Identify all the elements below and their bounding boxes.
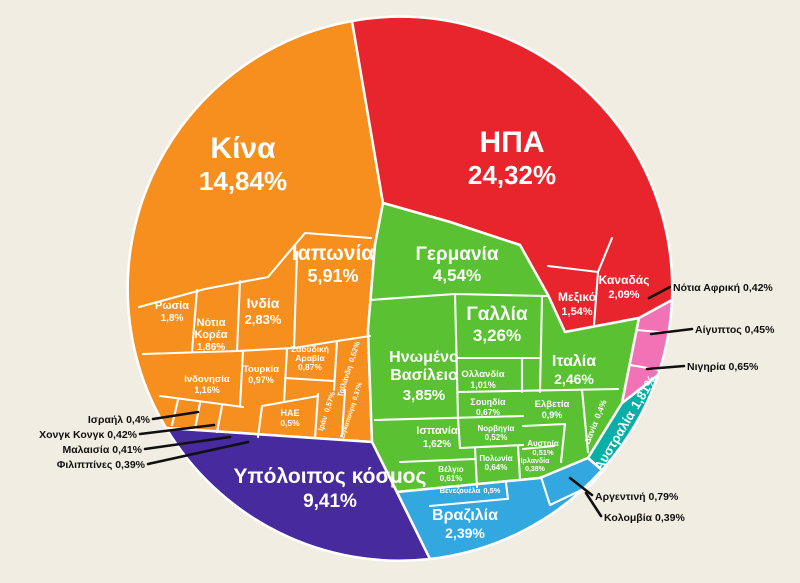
label-uk-value: 3,85% (403, 387, 446, 404)
label-france-name: Γαλλία (466, 304, 528, 325)
label-saudi-name: Σαουδική (291, 344, 329, 354)
label-germany-name: Γερμανία (415, 244, 498, 265)
label-italy-name: Ιταλία (552, 353, 596, 370)
philippines-callout-line (146, 440, 250, 466)
europe-cell-borders (368, 292, 620, 489)
hong-kong-callout-line (138, 423, 216, 436)
south-america-cell-borders (428, 466, 608, 508)
regions (126, 15, 674, 562)
egypt-callout-line (649, 327, 694, 336)
label-netherlands-value: 1,01% (470, 380, 496, 390)
label-belgium-name: Βέλγιο (438, 465, 464, 474)
label-venezuela-value: 0,5% (483, 486, 500, 495)
label-switzerland-name: Ελβετία (535, 399, 570, 410)
callout-egypt: Αίγυπτος 0,45% (695, 324, 775, 336)
callout-malaysia: Μαλαισία 0,41% (62, 444, 142, 456)
callout-israel: Ισραήλ 0,4% (88, 414, 151, 426)
callout-argentina: Αργεντινή 0,79% (595, 491, 679, 503)
label-indonesia-value: 1,16% (194, 385, 220, 395)
asia-cell-borders (137, 231, 373, 440)
region-africa (620, 298, 674, 405)
label-germany-value: 4,54% (433, 266, 481, 285)
label-usa-value: 24,32% (468, 160, 556, 190)
label-spain-name: Ισπανία (416, 425, 458, 437)
argentina-callout-line (568, 476, 594, 497)
callout-hong-kong: Χονγκ Κονγκ 0,42% (39, 429, 138, 441)
label-south-korea-name2: Κορέα (195, 329, 228, 341)
callout-nigeria: Νιγηρία 0,65% (687, 361, 759, 373)
label-sweden-value: 0,67% (476, 407, 501, 417)
label-mexico-value: 1,54% (561, 306, 592, 318)
label-belgium-value: 0,61% (440, 474, 463, 483)
label-netherlands-name: Ολλανδία (461, 369, 504, 380)
label-turkey-value: 0,97% (248, 375, 274, 385)
label-india-name: Ινδία (247, 295, 280, 311)
north-america-cell-borders (546, 236, 614, 327)
label-uk-name: Ηνωμένο (389, 349, 459, 366)
label-poland-name: Πολωνία (479, 454, 512, 463)
label-uae-value: 0,5% (280, 418, 300, 428)
label-uk-name2: Βασίλειο (390, 367, 458, 384)
label-south-korea-name: Νότια (196, 317, 225, 329)
colombia-callout-line (584, 491, 603, 518)
israel-callout-line (151, 410, 200, 421)
cell-borders (137, 231, 671, 508)
callouts: Ισραήλ 0,4% Χονγκ Κονγκ 0,42% Μαλαισία 0… (39, 282, 775, 524)
label-china-name: Κίνα (210, 132, 276, 165)
label-indonesia-name: Ινδονησία (184, 374, 230, 385)
label-venezuela-name: Βενεζουέλα (440, 486, 481, 495)
label-ireland-name: Ιρλανδία (521, 457, 550, 465)
label-norway-value: 0,52% (485, 433, 508, 442)
label-saudi-name2: Αραβία (295, 353, 325, 363)
label-saudi-value: 0,87% (298, 362, 323, 372)
nigeria-callout-line (645, 364, 686, 371)
label-sweden-name: Σουηδία (470, 397, 506, 407)
label-usa-name: ΗΠΑ (480, 126, 545, 159)
label-russia-value: 1,8% (161, 313, 184, 324)
label-canada-value: 2,09% (608, 289, 639, 301)
callout-philippines: Φιλιππίνες 0,39% (57, 459, 146, 471)
label-italy-value: 2,46% (554, 371, 594, 387)
label-france-value: 3,26% (473, 326, 521, 345)
malaysia-callout-line (143, 435, 232, 451)
label-mexico-name: Μεξικό (558, 290, 596, 304)
label-ireland-value: 0,38% (525, 466, 546, 473)
label-poland-value: 0,64% (485, 463, 508, 472)
label-canada-name: Καναδάς (599, 273, 650, 287)
label-spain-value: 1,62% (423, 439, 451, 450)
label-rest-name: Υπόλοιπος κόσμος (234, 465, 427, 488)
label-austria-name: Αυστρία (527, 439, 559, 448)
label-switzerland-value: 0,9% (542, 410, 563, 420)
label-turkey-name: Τουρκία (243, 364, 279, 375)
label-brazil-name: Βραζιλία (432, 507, 498, 524)
label-south-korea-value: 1,86% (197, 342, 225, 353)
label-brazil-value: 2,39% (445, 525, 485, 541)
label-india-value: 2,83% (245, 312, 282, 327)
south-africa-callout-line (647, 285, 672, 300)
region-rest-of-world (164, 426, 432, 562)
callout-colombia: Κολομβία 0,39% (604, 512, 685, 524)
label-china-value: 14,84% (199, 166, 287, 196)
callout-south-africa: Νότια Αφρική 0,42% (673, 282, 773, 294)
label-austria-value: 0,51% (532, 448, 554, 457)
label-venezuela: Βενεζουέλα 0,5% (440, 486, 501, 495)
label-rest-value: 9,41% (303, 491, 357, 512)
label-japan-value: 5,91% (307, 266, 358, 286)
label-russia-name: Ρωσία (155, 300, 189, 312)
label-japan-name: Ιαπωνία (292, 242, 374, 265)
label-uae-name: ΗΑΕ (280, 408, 299, 418)
region-asia (126, 19, 385, 444)
label-norway-name: Νορβηγία (478, 424, 515, 433)
